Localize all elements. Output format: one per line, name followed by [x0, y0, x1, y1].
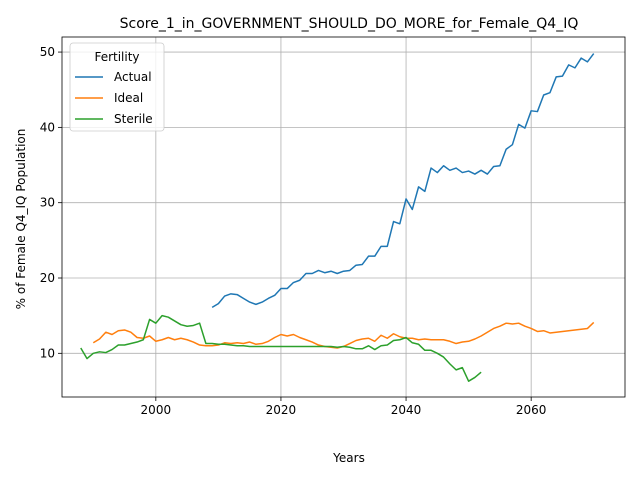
y-tick-label: 10: [40, 346, 55, 360]
x-tick-label: 2040: [391, 403, 422, 417]
legend-label-ideal: Ideal: [114, 91, 143, 105]
chart-title: Score_1_in_GOVERNMENT_SHOULD_DO_MORE_for…: [120, 16, 579, 32]
series-layer: [80, 53, 595, 382]
legend-items: Actual Ideal Sterile: [75, 70, 153, 126]
legend: Fertility Actual Ideal Sterile: [69, 42, 165, 132]
y-tick-label: 20: [40, 271, 55, 285]
series-line-actual: [211, 53, 595, 309]
x-axis-ticks: 2000 2020 2040 2060: [141, 397, 547, 417]
x-tick-label: 2020: [266, 403, 297, 417]
legend-title: Fertility: [94, 50, 139, 64]
y-axis-ticks: 10 20 30 40 50: [40, 45, 62, 360]
y-tick-label: 50: [40, 45, 55, 59]
y-tick-label: 30: [40, 196, 55, 210]
x-axis-label: Years: [332, 451, 365, 465]
legend-box: [69, 42, 165, 132]
x-tick-label: 2000: [141, 403, 172, 417]
y-tick-label: 40: [40, 120, 55, 134]
legend-label-sterile: Sterile: [114, 112, 153, 126]
y-axis-label: % of Female Q4_IQ Population: [14, 129, 28, 310]
x-tick-label: 2060: [516, 403, 547, 417]
series-line-sterile: [80, 314, 482, 382]
plot-area-frame: [61, 36, 626, 398]
legend-label-actual: Actual: [114, 70, 152, 84]
